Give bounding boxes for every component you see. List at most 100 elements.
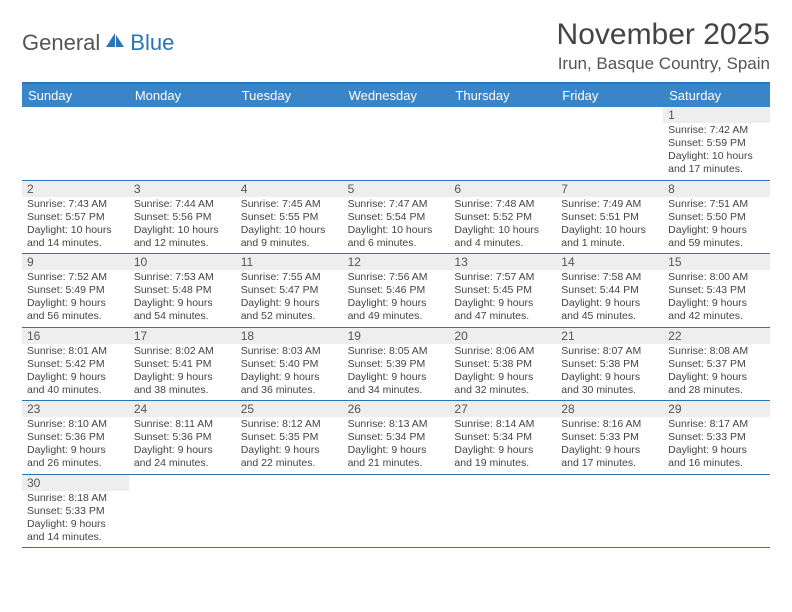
day-info: Sunrise: 7:53 AMSunset: 5:48 PMDaylight:… — [129, 270, 236, 327]
day-info: Sunrise: 8:05 AMSunset: 5:39 PMDaylight:… — [343, 344, 450, 401]
day-info-line: and 14 minutes. — [27, 237, 124, 250]
calendar-cell: 30Sunrise: 8:18 AMSunset: 5:33 PMDayligh… — [22, 475, 129, 548]
day-info-line: Daylight: 9 hours — [668, 297, 765, 310]
day-info: Sunrise: 7:44 AMSunset: 5:56 PMDaylight:… — [129, 197, 236, 254]
day-number: 2 — [22, 181, 129, 197]
calendar-cell: 18Sunrise: 8:03 AMSunset: 5:40 PMDayligh… — [236, 328, 343, 401]
day-info-line: Daylight: 10 hours — [27, 224, 124, 237]
day-info-line: Daylight: 9 hours — [27, 444, 124, 457]
empty-cell — [129, 475, 236, 495]
day-info-line: Sunrise: 8:10 AM — [27, 418, 124, 431]
calendar-cell: 12Sunrise: 7:56 AMSunset: 5:46 PMDayligh… — [343, 254, 450, 327]
day-info-line: Sunset: 5:47 PM — [241, 284, 338, 297]
day-info-line: Sunset: 5:34 PM — [348, 431, 445, 444]
calendar-cell — [449, 107, 556, 180]
calendar-cell: 2Sunrise: 7:43 AMSunset: 5:57 PMDaylight… — [22, 181, 129, 254]
calendar-cell — [343, 107, 450, 180]
day-info-line: Sunset: 5:51 PM — [561, 211, 658, 224]
calendar-cell: 24Sunrise: 8:11 AMSunset: 5:36 PMDayligh… — [129, 401, 236, 474]
day-info: Sunrise: 7:48 AMSunset: 5:52 PMDaylight:… — [449, 197, 556, 254]
empty-cell — [556, 107, 663, 127]
day-number: 29 — [663, 401, 770, 417]
day-info-line: Daylight: 9 hours — [27, 297, 124, 310]
day-info-line: Daylight: 9 hours — [561, 297, 658, 310]
day-info-line: Daylight: 9 hours — [241, 297, 338, 310]
day-header: Tuesday — [236, 84, 343, 107]
calendar-cell — [236, 107, 343, 180]
day-number: 25 — [236, 401, 343, 417]
day-info-line: Sunrise: 8:17 AM — [668, 418, 765, 431]
day-header: Sunday — [22, 84, 129, 107]
calendar-cell — [556, 107, 663, 180]
day-info-line: Sunset: 5:45 PM — [454, 284, 551, 297]
day-info-line: Sunset: 5:34 PM — [454, 431, 551, 444]
calendar-cell: 3Sunrise: 7:44 AMSunset: 5:56 PMDaylight… — [129, 181, 236, 254]
calendar-week: 9Sunrise: 7:52 AMSunset: 5:49 PMDaylight… — [22, 254, 770, 328]
calendar-cell — [449, 475, 556, 548]
day-info-line: and 56 minutes. — [27, 310, 124, 323]
day-info-line: Sunset: 5:41 PM — [134, 358, 231, 371]
day-info-line: Sunset: 5:43 PM — [668, 284, 765, 297]
day-info-line: and 40 minutes. — [27, 384, 124, 397]
day-info-line: Sunset: 5:36 PM — [27, 431, 124, 444]
day-info: Sunrise: 8:14 AMSunset: 5:34 PMDaylight:… — [449, 417, 556, 474]
day-info-line: Sunrise: 8:14 AM — [454, 418, 551, 431]
day-info-line: and 42 minutes. — [668, 310, 765, 323]
day-info-line: Sunset: 5:39 PM — [348, 358, 445, 371]
day-info-line: and 47 minutes. — [454, 310, 551, 323]
day-info-line: Daylight: 9 hours — [668, 444, 765, 457]
day-number: 3 — [129, 181, 236, 197]
day-info-line: and 9 minutes. — [241, 237, 338, 250]
day-info-line: Daylight: 10 hours — [454, 224, 551, 237]
calendar-cell: 13Sunrise: 7:57 AMSunset: 5:45 PMDayligh… — [449, 254, 556, 327]
calendar-cell — [22, 107, 129, 180]
day-info: Sunrise: 8:16 AMSunset: 5:33 PMDaylight:… — [556, 417, 663, 474]
day-number: 7 — [556, 181, 663, 197]
day-info-line: Sunrise: 8:01 AM — [27, 345, 124, 358]
calendar-cell: 7Sunrise: 7:49 AMSunset: 5:51 PMDaylight… — [556, 181, 663, 254]
day-number: 5 — [343, 181, 450, 197]
calendar-week: 16Sunrise: 8:01 AMSunset: 5:42 PMDayligh… — [22, 328, 770, 402]
day-info-line: Sunrise: 7:44 AM — [134, 198, 231, 211]
day-info-line: and 54 minutes. — [134, 310, 231, 323]
day-info-line: Daylight: 9 hours — [561, 371, 658, 384]
calendar-cell: 8Sunrise: 7:51 AMSunset: 5:50 PMDaylight… — [663, 181, 770, 254]
day-info-line: Sunrise: 7:56 AM — [348, 271, 445, 284]
day-info-line: Sunset: 5:48 PM — [134, 284, 231, 297]
day-info: Sunrise: 7:58 AMSunset: 5:44 PMDaylight:… — [556, 270, 663, 327]
day-info: Sunrise: 8:12 AMSunset: 5:35 PMDaylight:… — [236, 417, 343, 474]
day-info: Sunrise: 8:17 AMSunset: 5:33 PMDaylight:… — [663, 417, 770, 474]
day-info-line: and 52 minutes. — [241, 310, 338, 323]
day-info-line: and 59 minutes. — [668, 237, 765, 250]
empty-cell — [236, 475, 343, 495]
day-info-line: Daylight: 9 hours — [134, 297, 231, 310]
day-info-line: and 17 minutes. — [561, 457, 658, 470]
day-info-line: Sunrise: 8:16 AM — [561, 418, 658, 431]
day-header: Saturday — [663, 84, 770, 107]
day-info-line: Daylight: 9 hours — [348, 297, 445, 310]
day-info-line: Daylight: 9 hours — [348, 371, 445, 384]
day-info-line: Daylight: 9 hours — [454, 371, 551, 384]
day-info-line: and 16 minutes. — [668, 457, 765, 470]
day-info-line: Sunset: 5:42 PM — [27, 358, 124, 371]
day-number: 9 — [22, 254, 129, 270]
day-info-line: and 1 minute. — [561, 237, 658, 250]
day-info-line: Daylight: 9 hours — [134, 371, 231, 384]
day-number: 20 — [449, 328, 556, 344]
empty-cell — [343, 107, 450, 127]
day-info-line: Daylight: 9 hours — [241, 444, 338, 457]
day-info-line: and 6 minutes. — [348, 237, 445, 250]
day-header: Thursday — [449, 84, 556, 107]
day-number: 24 — [129, 401, 236, 417]
day-number: 27 — [449, 401, 556, 417]
day-info-line: Daylight: 10 hours — [241, 224, 338, 237]
empty-cell — [449, 107, 556, 127]
day-info-line: and 32 minutes. — [454, 384, 551, 397]
day-info: Sunrise: 8:06 AMSunset: 5:38 PMDaylight:… — [449, 344, 556, 401]
day-info-line: Sunset: 5:44 PM — [561, 284, 658, 297]
day-info-line: Daylight: 10 hours — [668, 150, 765, 163]
calendar-cell: 6Sunrise: 7:48 AMSunset: 5:52 PMDaylight… — [449, 181, 556, 254]
day-info-line: and 21 minutes. — [348, 457, 445, 470]
day-info-line: Daylight: 9 hours — [27, 518, 124, 531]
day-info-line: Sunrise: 7:49 AM — [561, 198, 658, 211]
